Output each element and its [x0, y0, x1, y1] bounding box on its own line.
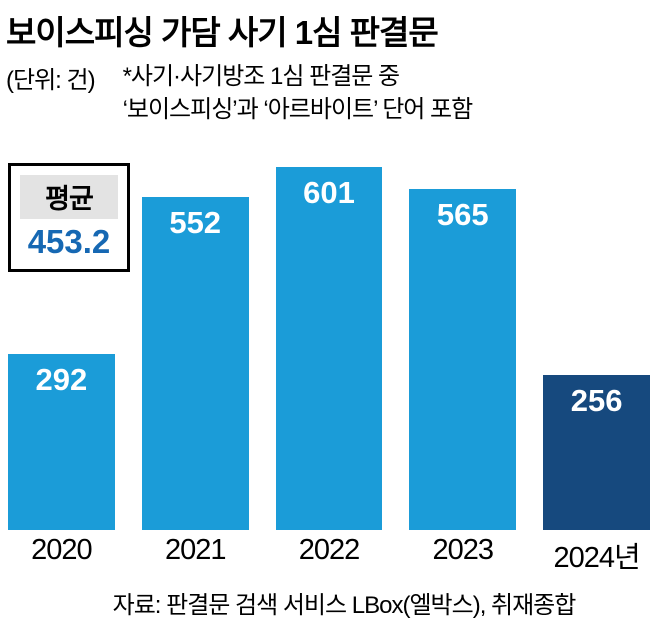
chart-title: 보이스피싱 가담 사기 1심 판결문 — [6, 14, 439, 51]
average-box: 평균 453.2 — [8, 163, 130, 272]
bar-value-label: 552 — [169, 205, 222, 240]
source-credit: 자료: 판결문 검색 서비스 LBox(엘박스), 취재종합 — [112, 592, 577, 619]
unit-label: (단위: 건) — [6, 67, 96, 94]
bar-value-label: 565 — [436, 197, 489, 232]
bar-2024년: 256 — [543, 375, 650, 530]
bar-2023: 565 — [409, 189, 517, 530]
bar-value-label: 292 — [35, 362, 88, 397]
subtitle-row: (단위: 건) *사기·사기방조 1심 판결문 중 ‘보이스피싱’과 ‘아르바이… — [6, 60, 652, 126]
bar-2021: 552 — [141, 197, 249, 530]
x-axis-label: 2020 — [31, 534, 93, 566]
x-axis-label: 2023 — [432, 534, 495, 566]
bar-value-label: 601 — [303, 175, 355, 210]
bar-value-label: 256 — [570, 383, 623, 418]
bar-chart-plot: 292 552 601 565 256 — [8, 160, 650, 530]
average-value: 453.2 — [27, 223, 111, 260]
bar-2020: 292 — [8, 354, 115, 530]
note-line-2: ‘보이스피싱’과 ‘아르바이트’ 단어 포함 — [122, 96, 474, 124]
bar-2022: 601 — [275, 167, 383, 530]
x-axis-label: 2021 — [164, 534, 227, 566]
x-axis-labels: 2020 2021 2022 2023 2024년 — [8, 534, 650, 576]
average-label: 평균 — [20, 175, 118, 219]
x-axis-label: 2022 — [298, 534, 361, 566]
note-line-1: *사기·사기방조 1심 판결문 중 — [122, 63, 401, 90]
x-axis-label: 2024년 — [553, 542, 640, 574]
chart-note: *사기·사기방조 1심 판결문 중 ‘보이스피싱’과 ‘아르바이트’ 단어 포함 — [122, 60, 474, 126]
